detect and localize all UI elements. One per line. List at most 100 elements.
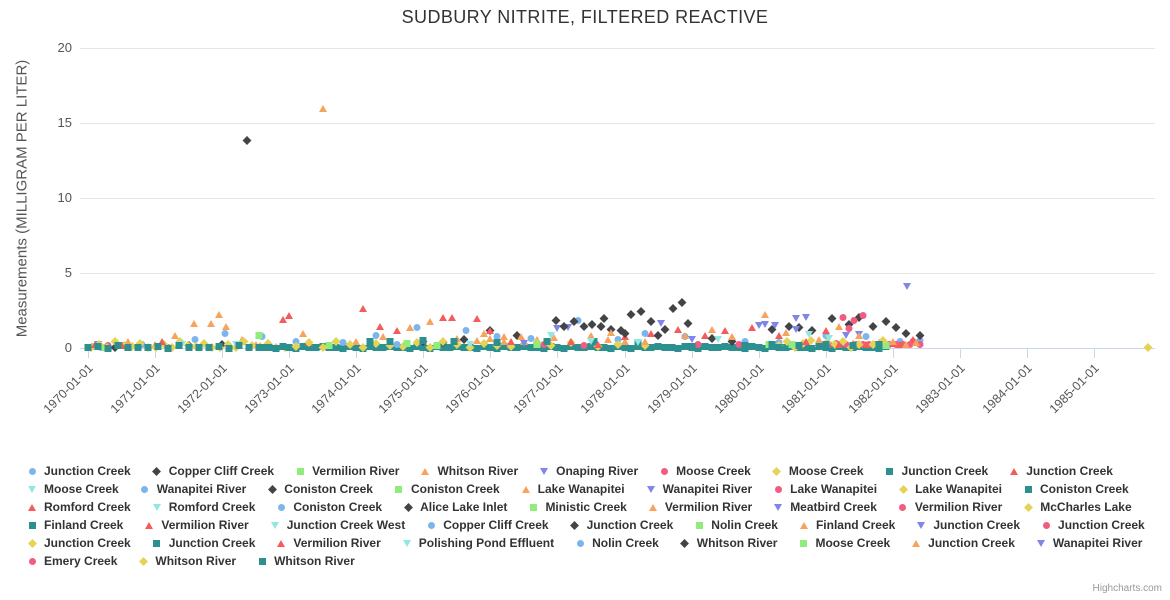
legend-item[interactable]: Nolin Creek <box>574 536 659 550</box>
legend-item[interactable]: Coniston Creek <box>275 500 382 514</box>
data-point-marker[interactable] <box>298 324 307 342</box>
data-point-marker[interactable] <box>462 321 470 339</box>
data-point-marker[interactable] <box>687 330 696 348</box>
data-point-marker[interactable] <box>721 337 729 355</box>
data-point-marker[interactable] <box>134 338 142 356</box>
data-point-marker[interactable] <box>345 335 355 353</box>
data-point-marker[interactable] <box>352 338 360 356</box>
legend-item[interactable]: Polishing Pond Effluent <box>401 536 554 550</box>
data-point-marker[interactable] <box>902 335 911 353</box>
data-point-marker[interactable] <box>681 337 689 355</box>
data-point-marker[interactable] <box>574 338 582 356</box>
data-point-marker[interactable] <box>774 326 783 344</box>
data-point-marker[interactable] <box>694 335 702 353</box>
data-point-marker[interactable] <box>403 334 411 352</box>
data-point-marker[interactable] <box>405 318 414 336</box>
data-point-marker[interactable] <box>473 331 481 349</box>
legend-item[interactable]: Finland Creek <box>26 518 123 532</box>
data-point-marker[interactable] <box>553 338 561 356</box>
data-point-marker[interactable] <box>375 317 384 335</box>
data-point-marker[interactable] <box>599 309 609 327</box>
data-point-marker[interactable] <box>366 332 374 350</box>
data-point-marker[interactable] <box>543 332 551 350</box>
data-point-marker[interactable] <box>540 339 548 357</box>
data-point-marker[interactable] <box>849 336 857 354</box>
data-point-marker[interactable] <box>607 339 615 357</box>
data-point-marker[interactable] <box>372 326 380 344</box>
legend-item[interactable]: Romford Creek <box>151 500 255 514</box>
data-point-marker[interactable] <box>868 317 878 335</box>
data-point-marker[interactable] <box>741 336 749 354</box>
legend-item[interactable]: Whitson River <box>137 554 236 568</box>
data-point-marker[interactable] <box>647 338 655 356</box>
data-point-marker[interactable] <box>222 317 231 335</box>
legend-item[interactable]: Vermilion River <box>897 500 1002 514</box>
data-point-marker[interactable] <box>221 324 229 342</box>
data-point-marker[interactable] <box>114 336 122 354</box>
data-point-marker[interactable] <box>842 335 850 353</box>
data-point-marker[interactable] <box>728 338 736 356</box>
data-point-marker[interactable] <box>805 325 813 343</box>
data-point-marker[interactable] <box>647 324 656 342</box>
data-point-marker[interactable] <box>473 309 481 327</box>
data-point-marker[interactable] <box>881 312 891 330</box>
data-point-marker[interactable] <box>205 338 213 356</box>
data-point-marker[interactable] <box>714 338 722 356</box>
data-point-marker[interactable] <box>553 319 562 337</box>
data-point-marker[interactable] <box>372 338 380 356</box>
data-point-marker[interactable] <box>603 330 612 348</box>
data-point-marker[interactable] <box>513 338 521 356</box>
data-point-marker[interactable] <box>171 326 180 344</box>
legend-item[interactable]: Coniston Creek <box>1022 482 1129 496</box>
data-point-marker[interactable] <box>755 338 763 356</box>
data-point-marker[interactable] <box>272 339 280 357</box>
data-point-marker[interactable] <box>493 327 501 345</box>
legend-item[interactable]: Emery Creek <box>26 554 117 568</box>
data-point-marker[interactable] <box>815 330 824 348</box>
data-point-marker[interactable] <box>768 335 776 353</box>
data-point-marker[interactable] <box>801 332 810 350</box>
data-point-marker[interactable] <box>439 308 448 326</box>
legend-item[interactable]: Junction Creek <box>884 464 988 478</box>
data-point-marker[interactable] <box>1143 338 1153 356</box>
legend-item[interactable]: Copper Cliff Creek <box>425 518 549 532</box>
data-point-marker[interactable] <box>255 326 263 344</box>
data-point-marker[interactable] <box>215 337 223 355</box>
data-point-marker[interactable] <box>761 315 770 333</box>
legend-item[interactable]: Coniston Creek <box>266 482 373 496</box>
data-point-marker[interactable] <box>841 326 850 344</box>
data-point-marker[interactable] <box>835 317 844 335</box>
legend-item[interactable]: Nolin Creek <box>693 518 778 532</box>
legend-item[interactable]: Whitson River <box>679 536 777 550</box>
data-point-marker[interactable] <box>566 332 575 350</box>
legend-item[interactable]: Copper Cliff Creek <box>151 464 274 478</box>
data-point-marker[interactable] <box>694 339 702 357</box>
data-point-marker[interactable] <box>124 332 133 350</box>
data-point-marker[interactable] <box>386 332 394 350</box>
data-point-marker[interactable] <box>735 335 743 353</box>
data-point-marker[interactable] <box>379 327 388 345</box>
data-point-marker[interactable] <box>312 338 320 356</box>
data-point-marker[interactable] <box>701 337 709 355</box>
data-point-marker[interactable] <box>406 339 414 357</box>
data-point-marker[interactable] <box>791 320 800 338</box>
data-point-marker[interactable] <box>902 277 911 295</box>
data-point-marker[interactable] <box>875 335 883 353</box>
data-point-marker[interactable] <box>668 299 678 317</box>
legend-item[interactable]: Moose Creek <box>797 536 890 550</box>
data-point-marker[interactable] <box>701 326 710 344</box>
data-point-marker[interactable] <box>855 326 864 344</box>
data-point-marker[interactable] <box>189 314 198 332</box>
legend-item[interactable]: Ministic Creek <box>527 500 627 514</box>
data-point-marker[interactable] <box>433 336 441 354</box>
data-point-marker[interactable] <box>633 333 642 351</box>
data-point-marker[interactable] <box>741 332 749 350</box>
data-point-marker[interactable] <box>439 338 447 356</box>
data-point-marker[interactable] <box>332 338 340 356</box>
data-point-marker[interactable] <box>754 316 763 334</box>
legend-item[interactable]: Junction Creek <box>26 536 131 550</box>
data-point-marker[interactable] <box>640 332 649 350</box>
data-point-marker[interactable] <box>379 338 387 356</box>
data-point-marker[interactable] <box>144 338 152 356</box>
data-point-marker[interactable] <box>318 99 327 117</box>
